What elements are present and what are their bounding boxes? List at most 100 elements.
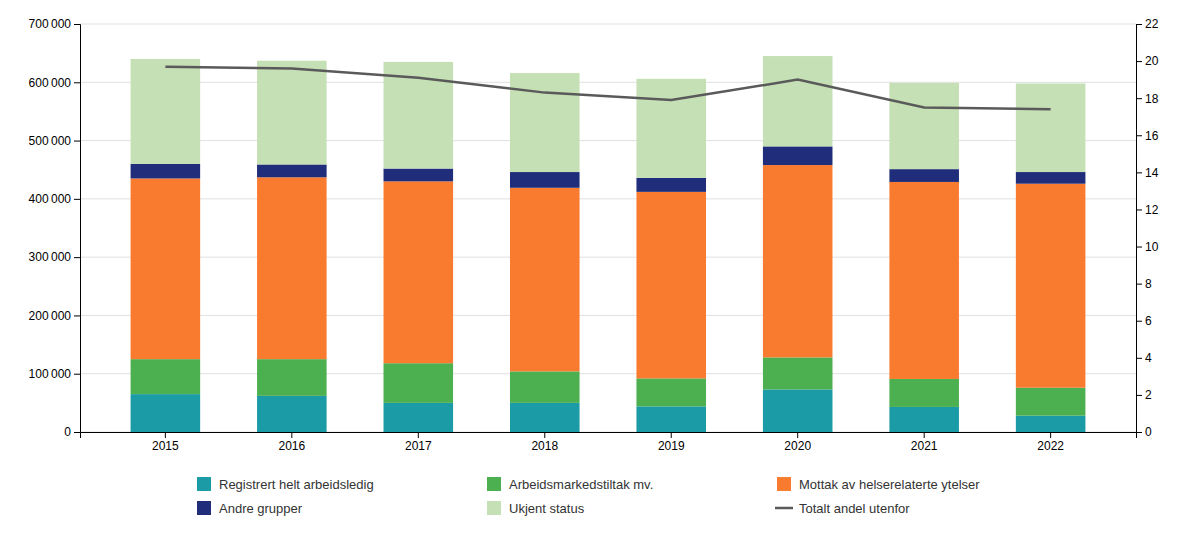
- bar: [636, 178, 706, 192]
- legend-label: Andre grupper: [219, 501, 303, 516]
- bar: [510, 188, 580, 372]
- tick-label: 200 000: [29, 309, 72, 323]
- legend-swatch: [197, 501, 211, 515]
- tick-label: 500 000: [29, 134, 72, 148]
- tick-mark: [924, 432, 925, 438]
- tick-mark: [165, 432, 166, 438]
- legend-item: Totalt andel utenfor: [775, 501, 910, 516]
- tick-label: 700 000: [29, 17, 72, 31]
- bar-series: [131, 56, 1086, 178]
- bar: [1016, 184, 1086, 388]
- tick: 2016: [278, 432, 305, 453]
- bar: [131, 59, 201, 164]
- tick-label: 14: [1145, 166, 1159, 180]
- bar: [763, 146, 833, 165]
- axis: 20152016201720182019202020212022: [81, 432, 1137, 453]
- bar: [384, 169, 454, 182]
- tick: 8: [1136, 277, 1152, 291]
- legend-item: Mottak av helserelaterte ytelser: [777, 477, 980, 492]
- tick-label: 18: [1145, 92, 1159, 106]
- legend: Registrert helt arbeidsledig Arbeidsmarke…: [197, 477, 980, 516]
- tick-label: 2015: [152, 439, 179, 453]
- legend-item: Arbeidsmarkedstiltak mv.: [487, 477, 653, 492]
- tick-mark: [1136, 432, 1142, 433]
- grid-line: [80, 198, 1136, 199]
- axis: 0100 000200 000300 000400 000500 000600 …: [29, 17, 81, 439]
- tick: 2018: [531, 432, 558, 453]
- tick: 2: [1136, 388, 1152, 402]
- legend-item: Andre grupper: [197, 501, 303, 516]
- tick-label: 6: [1145, 314, 1152, 328]
- bar: [763, 56, 833, 146]
- bar: [384, 181, 454, 363]
- tick: 2022: [1037, 432, 1064, 453]
- tick-mark: [1050, 432, 1051, 438]
- tick-label: 2021: [911, 439, 938, 453]
- bar: [131, 394, 201, 432]
- tick-label: 100 000: [29, 367, 72, 381]
- tick: 700 000: [29, 17, 80, 31]
- bar: [1016, 416, 1086, 432]
- tick-mark: [74, 24, 80, 25]
- tick-mark: [291, 432, 292, 438]
- tick: 6: [1136, 314, 1152, 328]
- bar: [510, 403, 580, 432]
- grid-line: [80, 373, 1136, 374]
- bar: [636, 406, 706, 432]
- tick-mark: [1136, 209, 1142, 210]
- tick: 16: [1136, 129, 1159, 143]
- axis-domain: [1137, 25, 1143, 433]
- bar-series: [131, 165, 1086, 388]
- legend-swatch: [775, 507, 793, 510]
- legend-item: Ukjent status: [487, 501, 585, 516]
- tick-label: 22: [1145, 17, 1159, 31]
- tick-label: 4: [1145, 351, 1152, 365]
- tick-mark: [74, 141, 80, 142]
- legend-swatch: [197, 477, 211, 491]
- grid-line: [80, 140, 1136, 141]
- bar: [1016, 83, 1086, 172]
- chart: 201520162017201820192020202120220100 000…: [0, 0, 1200, 552]
- tick-label: 20: [1145, 54, 1159, 68]
- bar: [510, 73, 580, 172]
- tick-label: 2016: [278, 439, 305, 453]
- bar: [889, 182, 959, 379]
- tick: 500 000: [29, 134, 80, 148]
- bar: [131, 164, 201, 179]
- tick-mark: [74, 374, 80, 375]
- tick: 200 000: [29, 309, 80, 323]
- bar: [257, 359, 327, 396]
- tick-mark: [1136, 61, 1142, 62]
- legend-item: Registrert helt arbeidsledig: [197, 477, 374, 492]
- tick-mark: [1136, 395, 1142, 396]
- bar: [510, 172, 580, 188]
- tick: 400 000: [29, 192, 80, 206]
- bar: [636, 192, 706, 379]
- bar: [763, 357, 833, 389]
- legend-label: Arbeidsmarkedstiltak mv.: [509, 477, 653, 492]
- tick: 0: [1136, 425, 1152, 439]
- tick: 2019: [658, 432, 685, 453]
- bar: [257, 61, 327, 165]
- tick: 0: [64, 425, 80, 439]
- tick-label: 12: [1145, 203, 1159, 217]
- tick: 10: [1136, 240, 1159, 254]
- tick: 22: [1136, 17, 1159, 31]
- tick-mark: [1136, 247, 1142, 248]
- tick-mark: [74, 82, 80, 83]
- tick: 12: [1136, 203, 1159, 217]
- bar: [257, 177, 327, 359]
- tick-mark: [544, 432, 545, 438]
- tick-mark: [74, 315, 80, 316]
- grid-line: [80, 257, 1136, 258]
- tick-label: 10: [1145, 240, 1159, 254]
- plot-area: [131, 56, 1086, 432]
- tick-label: 2: [1145, 388, 1152, 402]
- tick-label: 2019: [658, 439, 685, 453]
- bar: [889, 407, 959, 432]
- tick-label: 2017: [405, 439, 432, 453]
- bar: [257, 164, 327, 177]
- grid: [80, 24, 1136, 432]
- legend-swatch: [487, 477, 501, 491]
- tick-mark: [1136, 172, 1142, 173]
